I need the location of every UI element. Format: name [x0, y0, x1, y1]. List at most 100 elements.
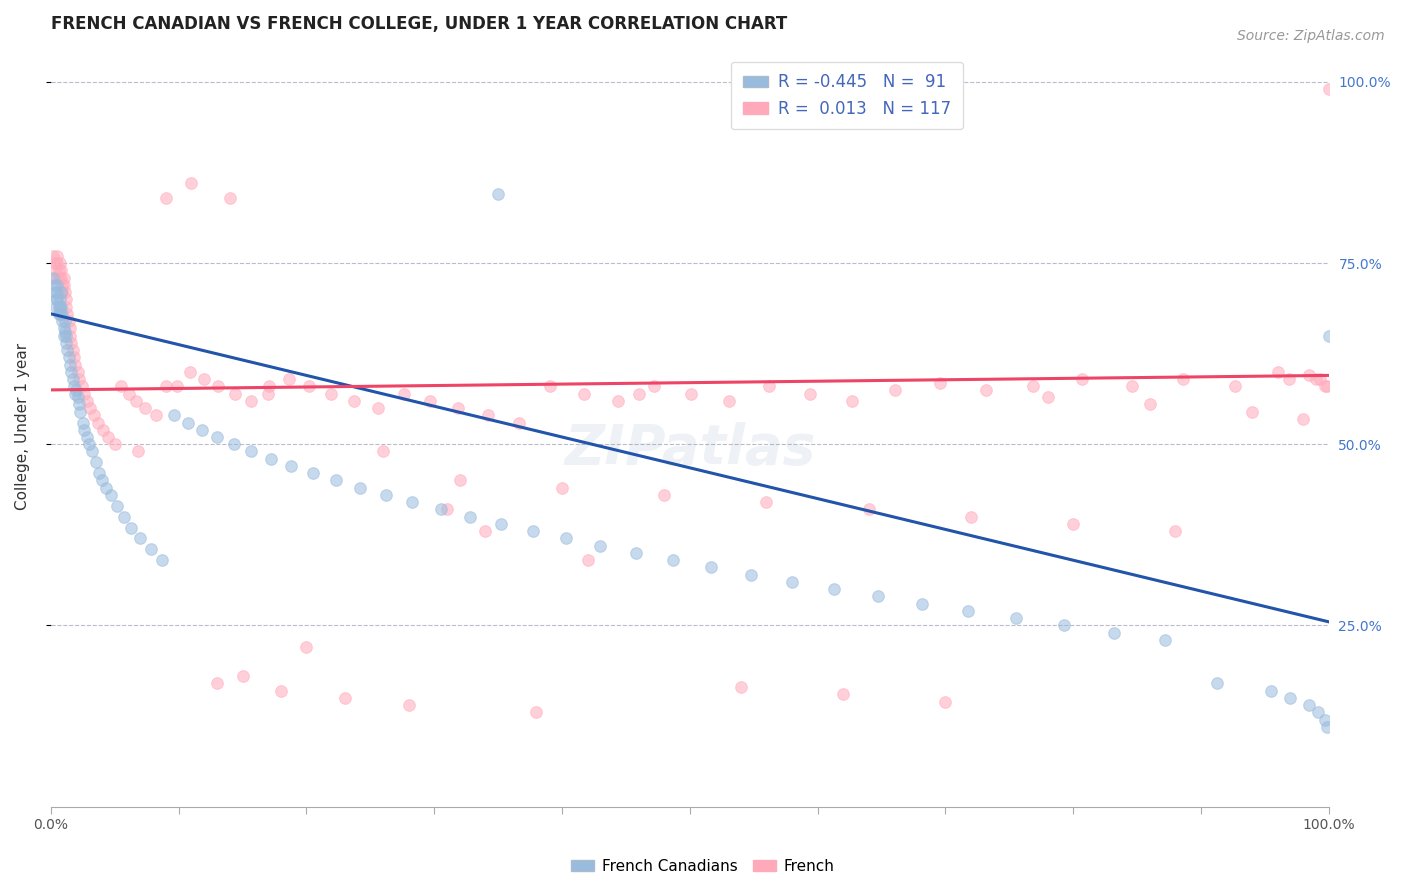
Point — [66, 365, 89, 379]
Point — [48, 307, 70, 321]
Point — [49, 300, 72, 314]
Point — [51, 285, 73, 299]
Point — [67, 372, 90, 386]
Point — [343, 393, 366, 408]
Point — [259, 451, 281, 466]
Point — [554, 532, 576, 546]
Point — [1308, 706, 1330, 720]
Point — [398, 698, 420, 713]
Point — [56, 343, 79, 357]
Point — [49, 293, 72, 307]
Point — [97, 430, 120, 444]
Point — [662, 553, 685, 567]
Point — [65, 383, 87, 397]
Point — [1313, 713, 1336, 727]
Point — [45, 293, 67, 307]
Point — [301, 467, 323, 481]
Point — [176, 416, 198, 430]
Point — [73, 423, 96, 437]
Point — [486, 187, 509, 202]
Point — [1154, 632, 1177, 647]
Point — [576, 553, 599, 567]
Point — [298, 379, 321, 393]
Legend: French Canadians, French: French Canadians, French — [565, 853, 841, 880]
Point — [1309, 372, 1331, 386]
Point — [73, 386, 96, 401]
Point — [419, 393, 441, 408]
Point — [1298, 698, 1320, 713]
Point — [1171, 372, 1194, 386]
Point — [56, 307, 79, 321]
Point — [572, 386, 595, 401]
Point — [280, 458, 302, 473]
Point — [526, 706, 548, 720]
Point — [51, 314, 73, 328]
Point — [643, 379, 665, 393]
Point — [1240, 404, 1263, 418]
Point — [180, 177, 202, 191]
Point — [884, 383, 907, 397]
Point — [333, 690, 356, 705]
Point — [929, 376, 952, 390]
Point — [866, 590, 889, 604]
Point — [277, 372, 299, 386]
Point — [59, 328, 82, 343]
Point — [48, 270, 70, 285]
Point — [51, 307, 73, 321]
Point — [607, 393, 630, 408]
Text: ZIPatlas: ZIPatlas — [564, 422, 815, 476]
Point — [259, 379, 281, 393]
Point — [1062, 516, 1084, 531]
Point — [120, 520, 142, 534]
Point — [63, 379, 86, 393]
Point — [270, 683, 292, 698]
Point — [832, 687, 855, 701]
Point — [740, 567, 762, 582]
Point — [44, 277, 66, 292]
Point — [63, 386, 86, 401]
Point — [1298, 368, 1320, 383]
Point — [53, 325, 76, 339]
Point — [63, 351, 86, 365]
Point — [155, 191, 177, 205]
Point — [44, 285, 66, 299]
Point — [367, 401, 389, 415]
Point — [392, 386, 415, 401]
Point — [477, 409, 499, 423]
Point — [59, 358, 82, 372]
Point — [627, 386, 650, 401]
Point — [45, 270, 67, 285]
Point — [51, 277, 73, 292]
Point — [1279, 690, 1302, 705]
Point — [218, 191, 240, 205]
Point — [52, 328, 75, 343]
Point — [1267, 365, 1289, 379]
Point — [63, 358, 86, 372]
Point — [105, 499, 128, 513]
Point — [190, 423, 212, 437]
Point — [1121, 379, 1143, 393]
Point — [42, 249, 65, 263]
Point — [94, 481, 117, 495]
Point — [134, 401, 156, 415]
Point — [231, 669, 253, 683]
Point — [166, 379, 188, 393]
Point — [489, 516, 512, 531]
Point — [679, 386, 702, 401]
Point — [449, 474, 471, 488]
Point — [46, 293, 69, 307]
Point — [429, 502, 451, 516]
Point — [58, 351, 80, 365]
Point — [758, 379, 780, 393]
Point — [1292, 412, 1315, 426]
Point — [80, 444, 103, 458]
Point — [46, 249, 69, 263]
Point — [319, 386, 342, 401]
Point — [77, 437, 100, 451]
Point — [58, 314, 80, 328]
Point — [295, 640, 318, 655]
Point — [72, 416, 94, 430]
Point — [46, 256, 69, 270]
Point — [145, 409, 167, 423]
Point — [718, 393, 741, 408]
